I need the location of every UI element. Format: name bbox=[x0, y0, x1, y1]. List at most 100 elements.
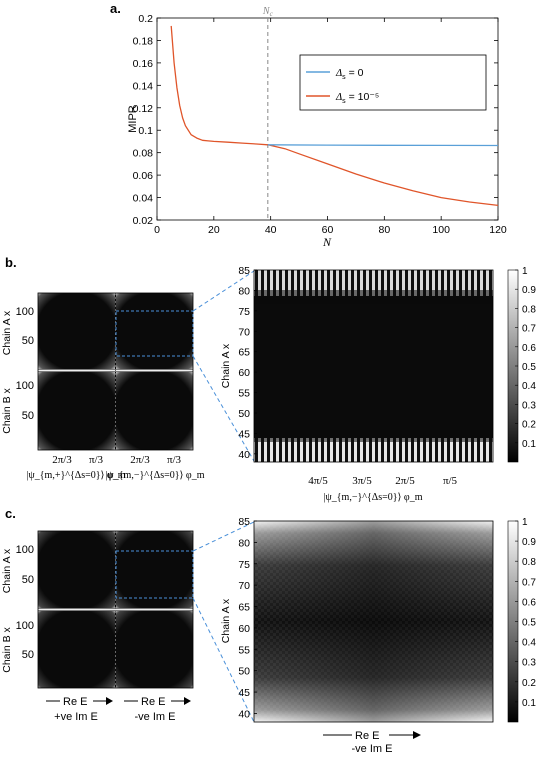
b-right-ylabel: Chain A x bbox=[220, 343, 232, 388]
c-left-col-sub-2: -ve Im E bbox=[135, 711, 176, 723]
y-tick-label-bRightTicks-4: 65 bbox=[238, 347, 250, 359]
cb-tick-label-cbTicksB-8: 0.9 bbox=[522, 285, 536, 296]
y-tick-label-a-5: 0.12 bbox=[133, 103, 154, 115]
y-tick-label-a-7: 0.16 bbox=[133, 58, 154, 70]
cb-tick-label-cbTicksB-7: 0.8 bbox=[522, 304, 536, 315]
c-left-col-label-2: Re E bbox=[141, 696, 165, 708]
zoom-connector-bottom-c bbox=[192, 597, 255, 723]
heatmap-c-cell-1 bbox=[38, 531, 115, 608]
y-tick-label-bRightTicks-9: 40 bbox=[238, 449, 250, 461]
y-tick-label-bRightTicks-3: 70 bbox=[238, 326, 250, 338]
y-tick-label-cRightTicks-8: 45 bbox=[238, 687, 250, 699]
b-right-xtick-1: 3π/5 bbox=[352, 475, 372, 487]
panel-b-label: b. bbox=[5, 255, 17, 270]
zoom-connector-top-c bbox=[192, 521, 255, 552]
y-tick-label-cRightTicks-2: 75 bbox=[238, 559, 250, 571]
c-left-arrow-2: Re E bbox=[124, 696, 191, 708]
heatmap-c-right-shade bbox=[254, 521, 493, 722]
cb-tick-label-cbTicksB-1: 0.2 bbox=[522, 420, 536, 431]
b-left-xtick-1: 2π/3 bbox=[52, 454, 72, 466]
heatmap-c-left: 100 50 100 50 Chain A x Chain B x Re E R… bbox=[1, 521, 255, 723]
x-tick-label-a-6: 120 bbox=[489, 224, 507, 236]
x-tick-label-a-1: 20 bbox=[208, 224, 220, 236]
critical-n-label: Nc bbox=[262, 6, 274, 18]
heatmap-c-right-frame bbox=[253, 520, 494, 723]
y-tick-label-cRightTicks-7: 50 bbox=[238, 666, 250, 678]
x-tick-label-a-2: 40 bbox=[265, 224, 277, 236]
series-line-1 bbox=[267, 144, 499, 147]
series-line-2 bbox=[170, 25, 499, 207]
y-tick-label-a-6: 0.14 bbox=[133, 80, 154, 92]
b-left-col-label-minus: |ψ_{m,−}^{Δs=0}⟩ φ_m bbox=[106, 470, 205, 481]
cb-tick-label-cbTicksC-1: 0.2 bbox=[522, 678, 536, 689]
y-tick-label-cRightTicks-4: 65 bbox=[238, 602, 250, 614]
cb-tick-label-cbTicksB-3: 0.4 bbox=[522, 381, 536, 392]
c-left-col-sub-1: +ve Im E bbox=[54, 711, 98, 723]
b-left-ytick-50-bottom: 50 bbox=[22, 410, 34, 422]
cb-tick-label-cbTicksC-3: 0.4 bbox=[522, 638, 536, 649]
y-tick-label-cRightTicks-5: 60 bbox=[238, 623, 250, 635]
cb-tick-label-cbTicksC-7: 0.8 bbox=[522, 557, 536, 568]
c-left-ytick-100-top: 100 bbox=[16, 544, 34, 556]
y-tick-label-cRightTicks-3: 70 bbox=[238, 580, 250, 592]
b-left-ylabel-chain-b: Chain B x bbox=[1, 387, 13, 433]
y-tick-label-bRightTicks-5: 60 bbox=[238, 367, 250, 379]
zoom-box-c bbox=[115, 550, 194, 599]
cb-tick-label-cbTicksC-2: 0.3 bbox=[522, 658, 536, 669]
c-left-arrow-1: Re E bbox=[46, 696, 113, 708]
cb-tick-label-cbTicksC-0: 0.1 bbox=[522, 698, 536, 709]
b-left-ytick-50-top: 50 bbox=[22, 335, 34, 347]
cb-tick-label-cbTicksB-9: 1 bbox=[522, 266, 528, 277]
heatmap-b-cell-3 bbox=[38, 372, 115, 450]
x-tick-label-a-5: 100 bbox=[432, 224, 450, 236]
panel-a-label: a. bbox=[110, 1, 121, 16]
b-left-xtick-3: 2π/3 bbox=[130, 454, 150, 466]
c-left-ytick-50-top: 50 bbox=[22, 574, 34, 586]
zoom-connector-bottom-b bbox=[192, 355, 255, 462]
b-left-xtick-2: π/3 bbox=[89, 454, 104, 466]
heatmap-c-cell-4 bbox=[116, 611, 193, 688]
b-left-ytick-100-top: 100 bbox=[16, 306, 34, 318]
cb-tick-label-cbTicksB-5: 0.6 bbox=[522, 343, 536, 354]
legend-label-series-1: Δs = 0 bbox=[335, 67, 364, 81]
line-chart-mipr: 0 20 40 60 80 100 120 0.02 0.04 0.06 0.08 0.1 0.12 0.… bbox=[127, 6, 507, 249]
legend-label-series-2: Δs = 10⁻⁵ bbox=[335, 91, 379, 105]
y-tick-label-a-0: 0.02 bbox=[133, 215, 154, 227]
x-tick-label-a-3: 60 bbox=[322, 224, 334, 236]
heatmap-b-cell-1 bbox=[38, 293, 115, 369]
heatmap-b-fade-bottom bbox=[254, 430, 493, 442]
legend-box bbox=[299, 54, 487, 111]
x-tick-label-a-0: 0 bbox=[154, 224, 160, 236]
heatmap-b-left: 100 50 100 50 Chain A x Chain B x 2π/3 π… bbox=[1, 270, 255, 481]
c-left-ylabel-chain-a: Chain A x bbox=[1, 548, 13, 593]
b-left-col-label-plus: |ψ_{m,+}^{Δs=0}⟩ φ_m bbox=[27, 470, 126, 481]
y-tick-label-cRightTicks-0: 85 bbox=[238, 516, 250, 528]
c-right-xlabel-1: Re E bbox=[355, 730, 379, 742]
b-right-xlabel: |ψ_{m,−}^{Δs=0}⟩ φ_m bbox=[324, 492, 423, 503]
heatmap-b-cell-2 bbox=[116, 293, 193, 369]
heatmap-b-right: 85 80 75 70 65 60 55 50 45 40 4π/5 3π/5 2π/5 π/5 Chai… bbox=[220, 265, 536, 503]
y-tick-label-a-1: 0.04 bbox=[133, 193, 154, 205]
y-tick-label-bRightTicks-2: 75 bbox=[238, 306, 250, 318]
y-tick-label-bRightTicks-7: 50 bbox=[238, 408, 250, 420]
c-right-xlabel-2: -ve Im E bbox=[352, 743, 393, 755]
heatmap-b-right-frame bbox=[253, 269, 494, 463]
b-left-ylabel-chain-a: Chain A x bbox=[1, 310, 13, 355]
heatmap-c-cell-3 bbox=[38, 611, 115, 688]
b-right-xtick-2: 2π/5 bbox=[395, 475, 415, 487]
y-tick-label-cRightTicks-1: 80 bbox=[238, 537, 250, 549]
x-axis-label-a: N bbox=[322, 235, 332, 249]
c-left-col-label-1: Re E bbox=[63, 696, 87, 708]
x-tick-label-a-4: 80 bbox=[378, 224, 390, 236]
zoom-box-b bbox=[115, 310, 194, 357]
cb-tick-label-cbTicksC-9: 1 bbox=[522, 517, 528, 528]
cb-tick-label-cbTicksC-6: 0.7 bbox=[522, 577, 536, 588]
y-tick-label-cRightTicks-9: 40 bbox=[238, 708, 250, 720]
heatmap-b-left-frame bbox=[37, 292, 194, 451]
heatmap-c-cell-2 bbox=[116, 531, 193, 608]
legend-a: Δs = 0 Δs = 10⁻⁵ bbox=[299, 54, 487, 111]
b-left-xtick-4: π/3 bbox=[167, 454, 182, 466]
cb-tick-label-cbTicksB-4: 0.5 bbox=[522, 362, 536, 373]
y-tick-label-a-8: 0.18 bbox=[133, 35, 154, 47]
